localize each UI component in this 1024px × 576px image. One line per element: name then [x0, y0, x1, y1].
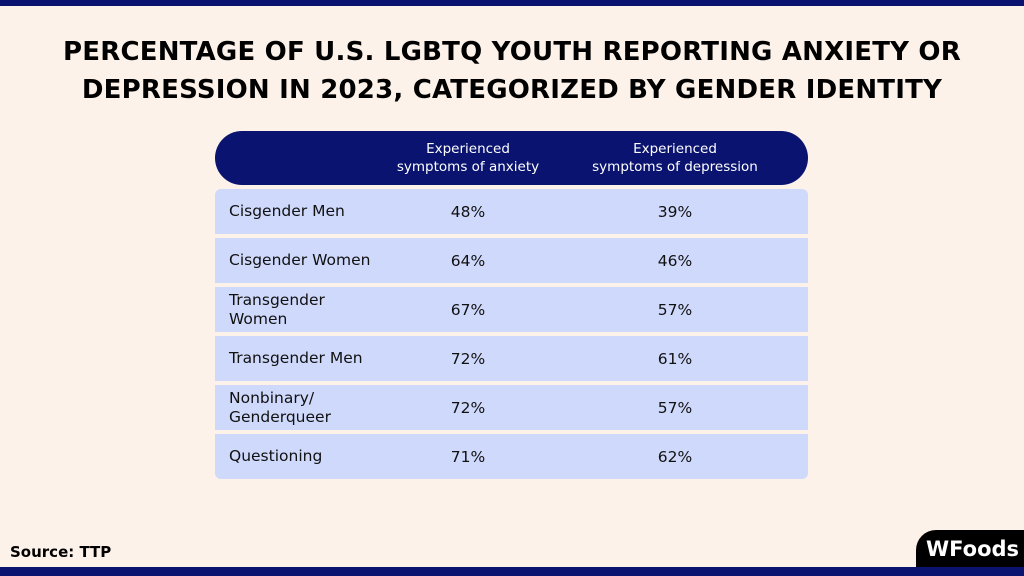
anxiety-value: 71% [450, 447, 486, 466]
depression-value: 46% [657, 251, 693, 270]
bottom-bar [0, 567, 1024, 576]
row-label-line: Nonbinary/ [229, 388, 315, 407]
top-bar [0, 0, 1024, 6]
anxiety-value: 67% [450, 300, 486, 319]
anxiety-value: 72% [450, 398, 486, 417]
row-label-line: Cisgender Women [229, 251, 371, 269]
header-line: symptoms of depression [592, 159, 758, 175]
depression-value: 61% [657, 349, 693, 368]
table-row: Nonbinary/Genderqueer 72% 57% [215, 385, 808, 430]
row-label: Nonbinary/Genderqueer [229, 385, 409, 430]
wfoods-logo: WFoods [916, 530, 1024, 568]
source-note: Source: TTP [10, 543, 112, 561]
depression-value: 62% [657, 447, 693, 466]
row-label-line: Transgender [229, 290, 325, 309]
data-table: Experienced symptoms of anxiety Experien… [215, 131, 808, 479]
table-row: Questioning 71% 62% [215, 434, 808, 479]
row-label: Questioning [229, 434, 409, 479]
row-label-line: Women [229, 309, 288, 328]
row-label-line: Questioning [229, 447, 323, 465]
anxiety-value: 72% [450, 349, 486, 368]
header-line: Experienced [633, 141, 717, 157]
row-label-line: Genderqueer [229, 407, 331, 426]
title-line-2: DEPRESSION IN 2023, CATEGORIZED BY GENDE… [81, 75, 943, 105]
header-line: symptoms of anxiety [396, 159, 540, 175]
row-label: Cisgender Women [229, 238, 409, 283]
table-row: Transgender Women 67% 57% [215, 287, 808, 332]
table-row: Transgender Men 72% 61% [215, 336, 808, 381]
header-anxiety: Experienced symptoms of anxiety [378, 140, 558, 176]
table-header: Experienced symptoms of anxiety Experien… [215, 131, 808, 185]
row-label-line: Cisgender Men [229, 202, 345, 220]
row-label: Cisgender Men [229, 189, 409, 234]
row-label: Transgender Men [229, 336, 409, 381]
title-line-1: PERCENTAGE OF U.S. LGBTQ YOUTH REPORTING… [63, 37, 961, 67]
anxiety-value: 64% [450, 251, 486, 270]
row-label: Transgender Women [229, 287, 409, 332]
depression-value: 57% [657, 300, 693, 319]
row-label-line: Transgender Men [229, 349, 363, 367]
header-line: Experienced [426, 141, 510, 157]
page-title: PERCENTAGE OF U.S. LGBTQ YOUTH REPORTING… [0, 33, 1024, 109]
table-row: Cisgender Women 64% 46% [215, 238, 808, 283]
anxiety-value: 48% [450, 202, 486, 221]
header-depression: Experienced symptoms of depression [575, 140, 775, 176]
depression-value: 57% [657, 398, 693, 417]
table-row: Cisgender Men 48% 39% [215, 189, 808, 234]
depression-value: 39% [657, 202, 693, 221]
